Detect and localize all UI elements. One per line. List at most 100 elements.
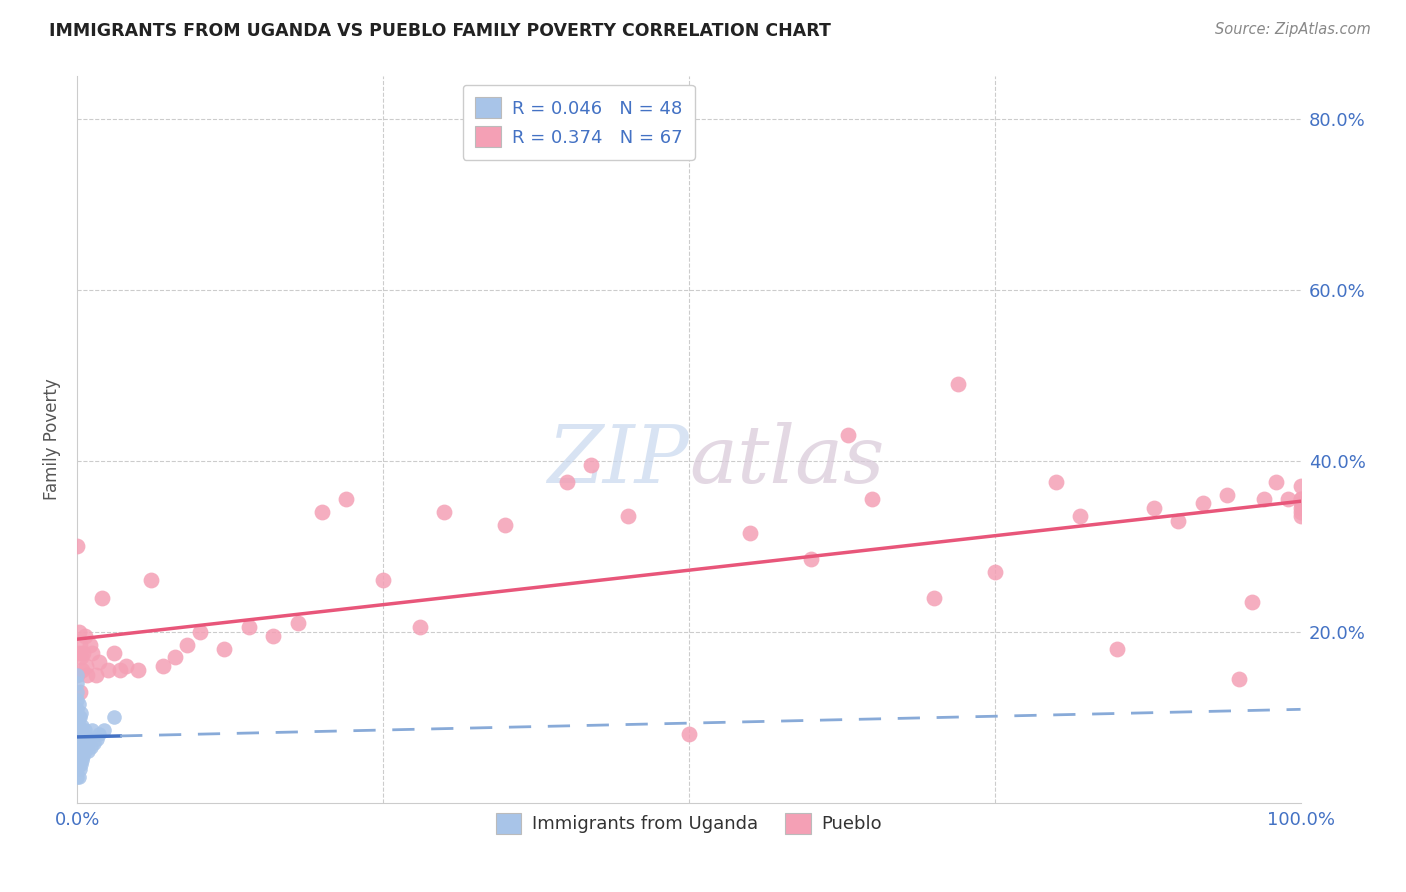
Point <box>67 744 90 758</box>
Point <box>79 731 101 746</box>
Text: Source: ZipAtlas.com: Source: ZipAtlas.com <box>1215 22 1371 37</box>
Y-axis label: Family Poverty: Family Poverty <box>44 378 62 500</box>
Point <box>67 770 90 784</box>
Point <box>70 753 93 767</box>
Point <box>84 667 107 681</box>
Point <box>80 646 103 660</box>
Point <box>76 736 98 750</box>
Point <box>70 719 93 733</box>
Point <box>66 762 89 776</box>
Point <box>409 620 432 634</box>
Point <box>579 458 602 472</box>
Point <box>555 475 578 489</box>
Point <box>75 659 97 673</box>
Point <box>66 740 89 755</box>
Point <box>287 616 309 631</box>
Point <box>69 727 91 741</box>
Point <box>66 667 89 681</box>
Point <box>67 710 90 724</box>
Point <box>69 710 91 724</box>
Point <box>66 710 89 724</box>
Point <box>66 753 89 767</box>
Point <box>262 629 284 643</box>
Point <box>1069 509 1091 524</box>
Point <box>77 744 100 758</box>
Point <box>946 376 969 391</box>
Point <box>103 646 125 660</box>
Point <box>70 736 93 750</box>
Point <box>1289 496 1312 510</box>
Point <box>311 505 333 519</box>
Point <box>371 574 394 588</box>
Point <box>66 770 89 784</box>
Point <box>75 740 97 755</box>
Point <box>66 702 89 716</box>
Text: IMMIGRANTS FROM UGANDA VS PUEBLO FAMILY POVERTY CORRELATION CHART: IMMIGRANTS FROM UGANDA VS PUEBLO FAMILY … <box>49 22 831 40</box>
Point <box>103 710 125 724</box>
Point <box>108 663 131 677</box>
Point <box>66 539 89 553</box>
Point <box>1191 496 1213 510</box>
Point <box>72 748 94 763</box>
Point <box>1107 641 1129 656</box>
Legend: Immigrants from Uganda, Pueblo: Immigrants from Uganda, Pueblo <box>489 805 889 841</box>
Point <box>66 748 89 763</box>
Point <box>176 638 198 652</box>
Point <box>72 646 94 660</box>
Point <box>165 650 187 665</box>
Point <box>66 727 89 741</box>
Point <box>83 736 105 750</box>
Point <box>70 706 93 720</box>
Point <box>139 574 162 588</box>
Point <box>73 723 96 737</box>
Point <box>152 659 174 673</box>
Point <box>837 428 859 442</box>
Text: ZIP: ZIP <box>547 423 689 500</box>
Point <box>1045 475 1067 489</box>
Point <box>188 624 211 639</box>
Text: atlas: atlas <box>689 423 884 500</box>
Point <box>67 719 90 733</box>
Point <box>76 667 98 681</box>
Point <box>72 727 94 741</box>
Point <box>93 723 115 737</box>
Point <box>89 727 111 741</box>
Point <box>66 744 89 758</box>
Point <box>862 492 884 507</box>
Point <box>69 638 91 652</box>
Point <box>922 591 945 605</box>
Point <box>238 620 260 634</box>
Point <box>69 684 91 698</box>
Point <box>73 629 96 643</box>
Point <box>1289 505 1312 519</box>
Point <box>89 655 111 669</box>
Point <box>1289 479 1312 493</box>
Point <box>127 663 149 677</box>
Point <box>1289 500 1312 515</box>
Point <box>212 641 235 656</box>
Point <box>678 727 700 741</box>
Point <box>67 624 90 639</box>
Point <box>800 552 823 566</box>
Point <box>740 526 762 541</box>
Point <box>66 667 89 681</box>
Point <box>66 736 89 750</box>
Point <box>1253 492 1275 507</box>
Point <box>67 646 90 660</box>
Point <box>70 757 93 772</box>
Point <box>1289 509 1312 524</box>
Point <box>1289 492 1312 507</box>
Point <box>69 744 91 758</box>
Point <box>115 659 138 673</box>
Point <box>67 731 90 746</box>
Point <box>1216 488 1239 502</box>
Point <box>1277 492 1299 507</box>
Point <box>617 509 640 524</box>
Point <box>1289 492 1312 507</box>
Point <box>335 492 357 507</box>
Point <box>73 744 96 758</box>
Point <box>80 740 103 755</box>
Point <box>1143 500 1166 515</box>
Point <box>90 591 112 605</box>
Point <box>495 517 517 532</box>
